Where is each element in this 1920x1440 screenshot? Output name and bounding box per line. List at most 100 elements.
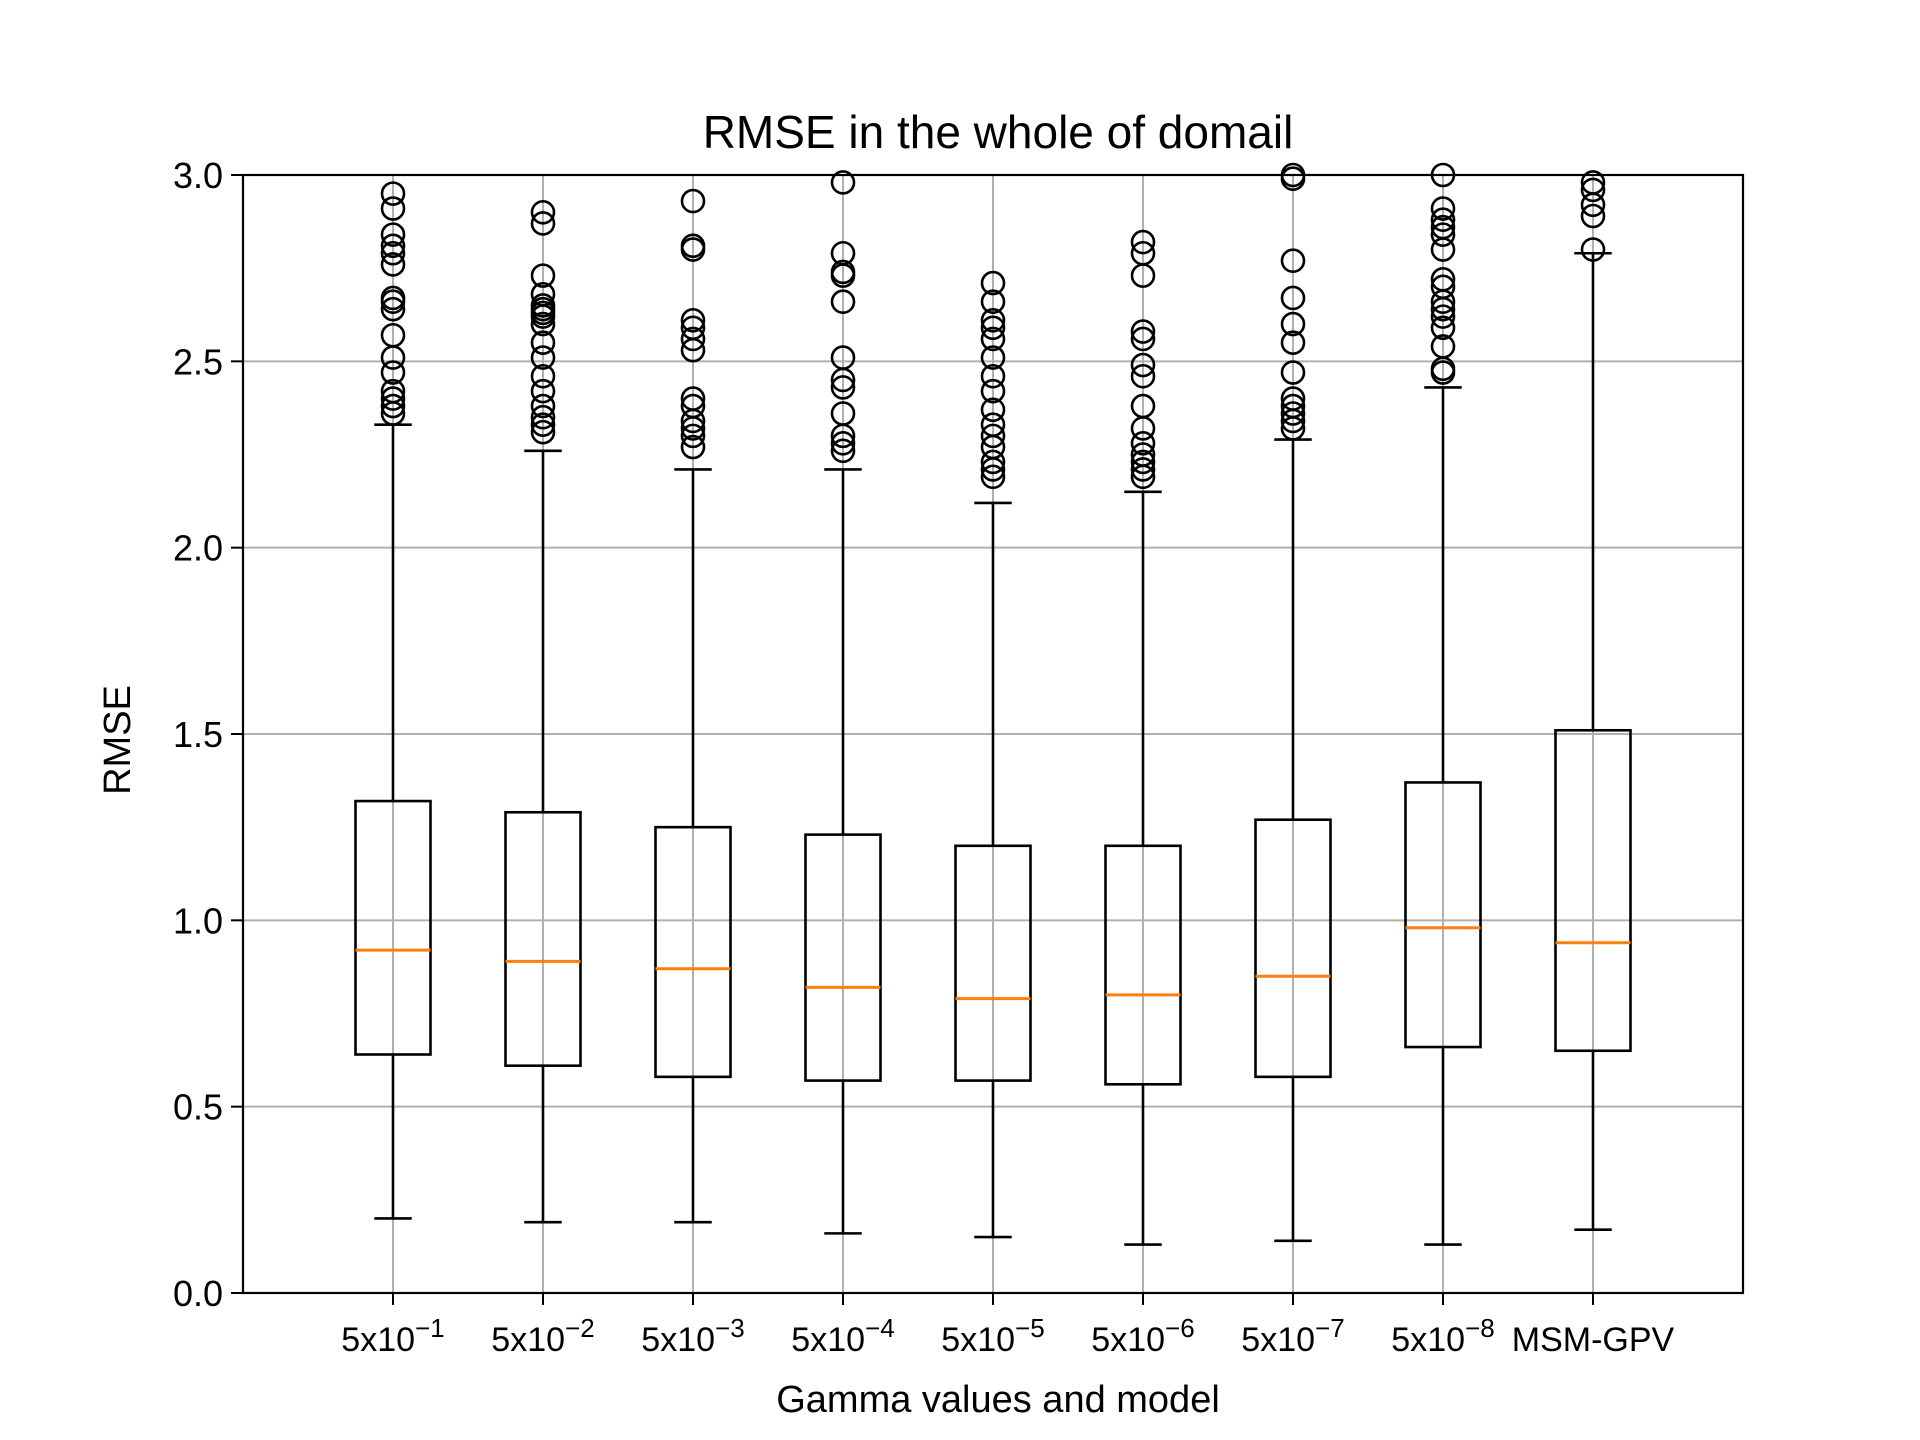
outlier-point — [1130, 326, 1156, 352]
outlier-point — [980, 378, 1006, 404]
y-axis-label: RMSE — [97, 685, 139, 795]
outlier-point — [980, 423, 1006, 449]
outlier-point — [980, 315, 1006, 341]
outlier-point — [830, 240, 856, 266]
outlier-point — [830, 289, 856, 315]
outlier-point — [530, 281, 556, 307]
x-tick-label: 5x10−2 — [491, 1313, 594, 1359]
y-tick-label: 1.0 — [173, 900, 223, 941]
outlier-point — [830, 375, 856, 400]
outlier-point — [830, 259, 856, 285]
outlier-point — [530, 363, 556, 389]
outlier-point — [380, 393, 406, 419]
outlier-point — [1430, 207, 1456, 233]
outlier-point — [980, 464, 1006, 490]
outlier-point — [1130, 363, 1156, 389]
iqr-box — [804, 833, 882, 1082]
outlier-point — [1130, 229, 1156, 255]
x-tick-label: 5x10−3 — [641, 1313, 744, 1359]
outlier-point — [980, 270, 1006, 296]
iqr-box — [504, 810, 582, 1067]
outlier-point — [530, 330, 556, 356]
box-group — [354, 181, 432, 1220]
outlier-point — [380, 181, 406, 206]
outlier-point — [530, 311, 556, 337]
outlier-point — [1280, 401, 1306, 426]
y-tick-label: 0.5 — [173, 1087, 223, 1128]
outlier-point — [530, 412, 556, 437]
outlier-point — [980, 449, 1006, 475]
outlier-point — [530, 211, 556, 236]
x-tick-label: 5x10−4 — [791, 1313, 894, 1359]
x-tick-label: 5x10−8 — [1391, 1313, 1494, 1359]
outlier-point — [1430, 196, 1456, 221]
box-group — [1404, 162, 1482, 1246]
outlier-point — [530, 404, 556, 430]
outlier-point — [1280, 311, 1306, 337]
outlier-point — [1430, 214, 1456, 240]
outlier-point — [830, 431, 856, 456]
outlier-point — [1280, 386, 1306, 411]
box-group — [504, 199, 582, 1224]
outlier-point — [1130, 449, 1156, 475]
outlier-point — [530, 378, 556, 404]
x-tick-label: 5x10−5 — [941, 1313, 1044, 1359]
iqr-box — [354, 799, 432, 1056]
outlier-point — [980, 412, 1006, 437]
box-group — [1104, 229, 1182, 1246]
outlier-point — [680, 326, 706, 352]
outlier-point — [380, 240, 406, 266]
box-group — [1254, 162, 1332, 1243]
x-tick-label: 5x10−1 — [341, 1313, 444, 1359]
iqr-box — [954, 844, 1032, 1082]
outlier-point — [380, 296, 406, 322]
iqr-box — [1554, 728, 1632, 1053]
outlier-point — [830, 345, 856, 370]
outlier-point — [1430, 267, 1456, 292]
y-tick-label: 2.5 — [173, 341, 223, 382]
x-tick-label: MSM-GPV — [1512, 1321, 1675, 1359]
outlier-point — [980, 363, 1006, 389]
outlier-point — [380, 285, 406, 311]
outlier-point — [1430, 274, 1456, 300]
x-tick-label: 5x10−7 — [1241, 1313, 1344, 1359]
outlier-point — [1130, 393, 1156, 419]
outlier-point — [530, 293, 556, 318]
box-group — [804, 170, 882, 1235]
outlier-point — [380, 233, 406, 259]
outlier-point — [680, 393, 706, 419]
outlier-point — [680, 188, 706, 214]
iqr-box — [1404, 781, 1482, 1049]
outlier-point — [980, 326, 1006, 352]
outlier-point — [530, 199, 556, 225]
outlier-point — [1280, 248, 1306, 274]
iqr-box — [1254, 818, 1332, 1079]
outlier-point — [1280, 393, 1306, 419]
outlier-point — [1130, 457, 1156, 482]
outlier-point — [1130, 240, 1156, 266]
outlier-point — [980, 289, 1006, 315]
outlier-point — [1580, 177, 1606, 203]
outlier-point — [680, 423, 706, 449]
outlier-point — [530, 345, 556, 370]
outlier-point — [830, 401, 856, 426]
outlier-point — [680, 434, 706, 460]
iqr-box — [1104, 844, 1182, 1086]
outlier-point — [680, 386, 706, 411]
box-layer — [354, 162, 1632, 1246]
outlier-point — [1580, 203, 1606, 229]
outlier-point — [1280, 330, 1306, 356]
outlier-point — [830, 438, 856, 464]
outlier-point — [1430, 304, 1456, 329]
outlier-point — [530, 263, 556, 288]
outlier-point — [380, 196, 406, 221]
box-group — [654, 188, 732, 1224]
outlier-point — [680, 308, 706, 333]
x-tick-label: 5x10−6 — [1091, 1313, 1194, 1359]
outlier-point — [1430, 334, 1456, 359]
outlier-point — [1280, 285, 1306, 311]
outlier-point — [680, 233, 706, 259]
outlier-point — [680, 315, 706, 341]
